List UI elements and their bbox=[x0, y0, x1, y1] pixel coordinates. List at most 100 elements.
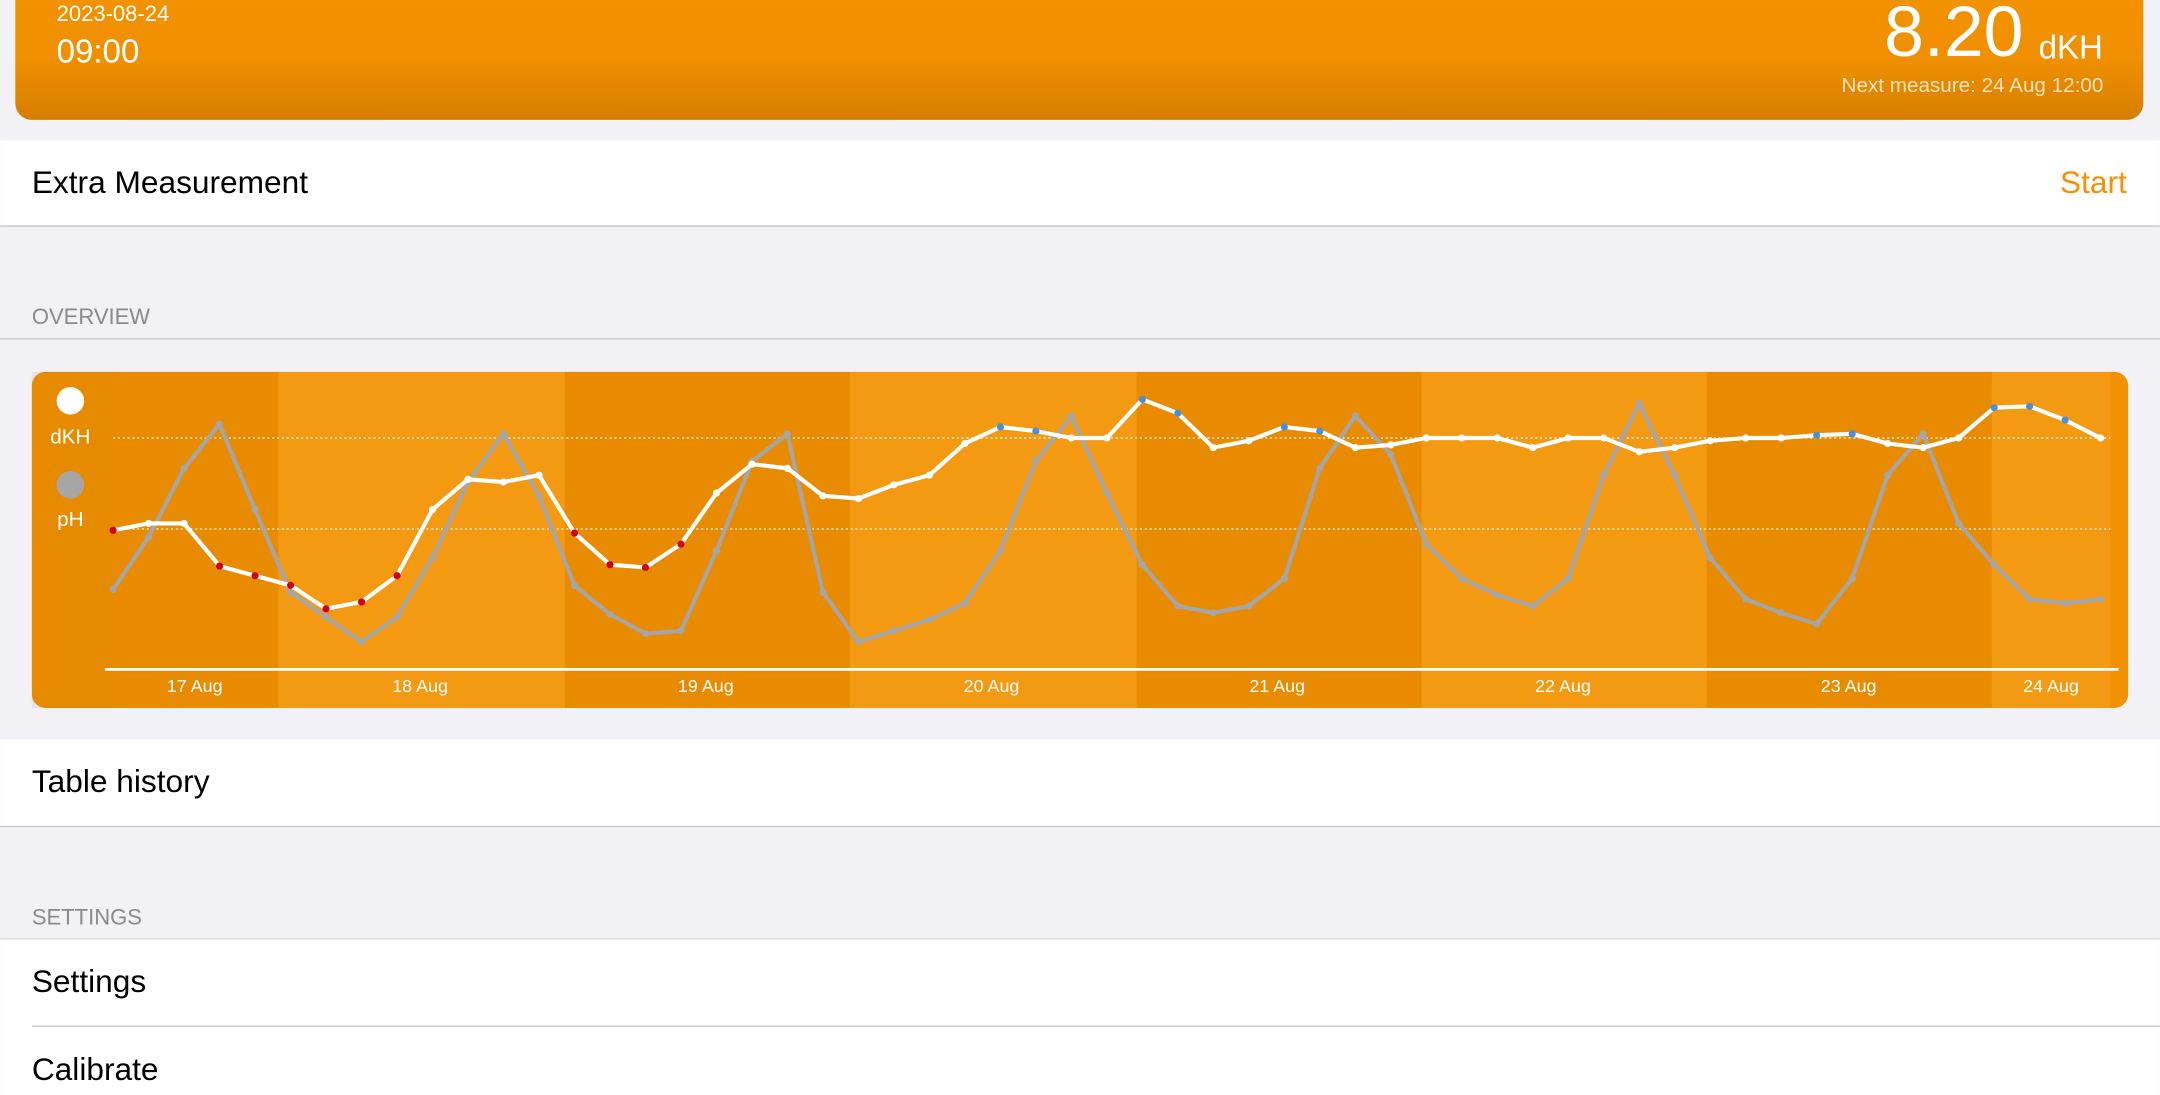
data-point bbox=[1458, 574, 1466, 583]
data-point bbox=[251, 506, 259, 514]
data-point bbox=[1884, 471, 1892, 479]
data-point bbox=[1635, 448, 1643, 456]
data-point bbox=[1174, 409, 1182, 417]
data-point bbox=[641, 563, 650, 572]
data-point bbox=[215, 562, 224, 570]
settings-group bbox=[0, 939, 2160, 1095]
extra-row[interactable] bbox=[0, 140, 2160, 226]
data-point bbox=[1600, 471, 1608, 479]
data-point bbox=[712, 547, 721, 555]
data-point bbox=[1422, 540, 1430, 548]
data-point bbox=[428, 506, 437, 514]
x-tick-label: 19 Aug bbox=[678, 676, 734, 696]
chart-card bbox=[31, 371, 2129, 708]
data-point bbox=[1138, 561, 1146, 569]
data-point bbox=[1387, 441, 1395, 449]
data-point bbox=[1884, 439, 1892, 448]
data-point bbox=[1280, 423, 1288, 431]
data-point bbox=[570, 529, 579, 537]
data-point bbox=[996, 423, 1004, 431]
data-point bbox=[1316, 427, 1324, 435]
data-point bbox=[1848, 574, 1856, 583]
data-point bbox=[1316, 464, 1324, 472]
data-point bbox=[606, 561, 614, 569]
day-band bbox=[849, 371, 1137, 708]
data-point bbox=[819, 492, 827, 500]
data-point bbox=[1351, 412, 1359, 420]
data-point bbox=[1600, 434, 1608, 442]
data-point bbox=[2061, 416, 2069, 424]
settings-row[interactable]: Settings bbox=[32, 963, 146, 999]
data-point bbox=[357, 638, 366, 646]
data-point bbox=[1245, 437, 1253, 445]
chart: dKH pH 17 Aug 18 Aug 19 Aug 20 Aug 21 Aug 22 Au… bbox=[31, 371, 2119, 708]
data-point bbox=[1742, 595, 1750, 603]
data-point bbox=[854, 638, 862, 646]
data-point bbox=[961, 439, 969, 448]
data-point bbox=[1777, 434, 1785, 442]
data-point bbox=[1813, 620, 1821, 628]
data-point bbox=[606, 610, 614, 618]
data-point bbox=[145, 519, 153, 527]
data-point bbox=[2026, 595, 2034, 603]
data-point bbox=[1245, 602, 1253, 610]
data-point bbox=[1103, 489, 1111, 497]
data-point bbox=[1174, 602, 1182, 610]
data-point bbox=[145, 533, 153, 541]
data-point bbox=[535, 492, 543, 500]
data-point bbox=[1529, 444, 1537, 452]
data-point bbox=[428, 554, 437, 562]
data-point bbox=[286, 581, 295, 589]
section-header: OVERVIEW bbox=[32, 304, 150, 329]
data-point bbox=[925, 616, 933, 624]
row-label: Extra Measurement bbox=[32, 164, 308, 200]
header-unit: dKH bbox=[2039, 29, 2103, 66]
legend-swatch bbox=[56, 387, 85, 415]
day-band bbox=[1991, 371, 2111, 708]
data-point bbox=[2026, 402, 2034, 410]
legend-label: dKH bbox=[50, 425, 90, 448]
data-point bbox=[499, 478, 508, 486]
data-point bbox=[251, 572, 259, 580]
data-point bbox=[1103, 434, 1111, 442]
data-point bbox=[819, 588, 827, 596]
data-point bbox=[2061, 599, 2069, 607]
table-row[interactable] bbox=[0, 739, 2160, 827]
calibrate-row[interactable]: Calibrate bbox=[32, 1051, 159, 1087]
data-point bbox=[748, 460, 756, 468]
data-point bbox=[2097, 434, 2105, 442]
day-band bbox=[278, 371, 565, 708]
data-point bbox=[2097, 595, 2105, 603]
x-tick-label: 21 Aug bbox=[1249, 676, 1305, 696]
data-point bbox=[180, 464, 188, 472]
data-point bbox=[1919, 430, 1927, 438]
data-point bbox=[1777, 609, 1785, 617]
data-point bbox=[996, 547, 1004, 555]
data-point bbox=[570, 581, 579, 589]
data-point bbox=[1564, 434, 1572, 442]
section-header: SETTINGS bbox=[32, 905, 142, 930]
data-point bbox=[1422, 434, 1430, 442]
start-button[interactable]: Start bbox=[2060, 164, 2127, 200]
header-card bbox=[15, 0, 2144, 120]
x-tick-label: 20 Aug bbox=[964, 676, 1020, 696]
data-point bbox=[1032, 427, 1040, 435]
data-point bbox=[1813, 431, 1821, 439]
data-point bbox=[1706, 554, 1714, 562]
header-time: 09:00 bbox=[57, 33, 140, 70]
data-point bbox=[215, 420, 224, 428]
data-point bbox=[1990, 561, 1998, 569]
x-tick-label: 23 Aug bbox=[1821, 676, 1877, 696]
x-tick-label: 22 Aug bbox=[1535, 676, 1591, 696]
day-band bbox=[1706, 371, 1992, 708]
data-point bbox=[393, 572, 401, 580]
data-point bbox=[677, 627, 685, 635]
data-point bbox=[1067, 412, 1075, 420]
data-point bbox=[464, 475, 472, 483]
data-point bbox=[1493, 434, 1501, 442]
data-point bbox=[641, 630, 650, 638]
data-point bbox=[925, 471, 933, 479]
data-point bbox=[1742, 434, 1750, 442]
data-point bbox=[854, 495, 862, 503]
data-point bbox=[1990, 404, 1998, 412]
